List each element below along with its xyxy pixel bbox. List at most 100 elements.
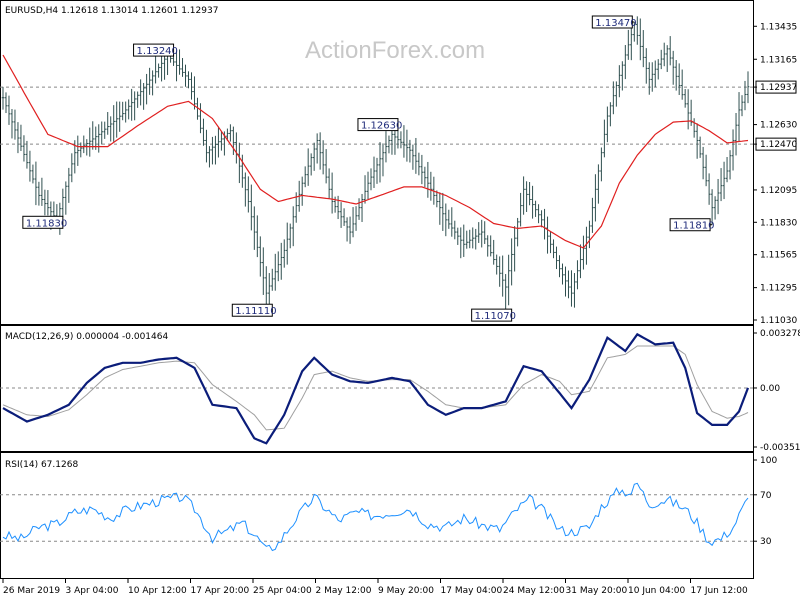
- price-bar: [85, 139, 89, 156]
- rsi-tick-label: 100: [760, 456, 777, 466]
- price-bar: [549, 231, 552, 254]
- price-bar: [103, 121, 107, 139]
- x-tick-label: 25 Apr 04:00: [253, 586, 312, 596]
- price-bar: [486, 235, 489, 257]
- x-tick-label: 26 Mar 2019: [3, 586, 60, 596]
- price-bar: [25, 140, 29, 169]
- price-bar: [157, 63, 160, 78]
- price-series-layer: 1.13240 1.11830 1.11110 1.12630 1.11070 1.134…: [0, 15, 753, 322]
- price-bar: [573, 273, 576, 308]
- price-bar: [273, 253, 277, 291]
- price-bar: [130, 88, 133, 121]
- price-bar: [336, 195, 340, 220]
- price-bar: [37, 181, 41, 206]
- price-bar: [181, 58, 184, 77]
- price-bar: [214, 135, 217, 165]
- price-bar: [79, 142, 83, 158]
- x-tick-label: 17 Jun 12:00: [691, 586, 748, 596]
- price-bar: [345, 217, 349, 242]
- price-bar: [677, 63, 681, 95]
- price-bar: [238, 142, 241, 184]
- price-tick-label: 1.11030: [760, 316, 797, 326]
- price-bar: [624, 45, 627, 80]
- price-bar: [7, 95, 11, 125]
- callout-1.13470: 1.13470: [591, 15, 637, 29]
- rsi-pane: [0, 452, 754, 579]
- price-bar: [321, 140, 325, 175]
- price-bar: [692, 118, 696, 138]
- price-bar: [495, 254, 498, 275]
- price-tick-label: 1.12630: [760, 121, 797, 131]
- price-bar: [600, 147, 603, 182]
- price-bar: [115, 101, 118, 138]
- callout-box: [22, 215, 64, 229]
- callout-1.13240: 1.13240: [133, 43, 178, 57]
- price-bar: [570, 270, 573, 307]
- price-bar: [291, 206, 295, 247]
- price-bar: [480, 219, 484, 248]
- price-bar: [387, 135, 391, 154]
- price-bar: [151, 70, 154, 96]
- price-bar: [743, 80, 747, 111]
- price-bar: [97, 124, 101, 153]
- price-bar: [360, 193, 364, 222]
- callout-label: 1.11810: [673, 221, 714, 232]
- macd-tick-label: 0.003278: [760, 329, 800, 339]
- price-bar: [707, 173, 711, 205]
- price-bar: [531, 185, 534, 219]
- price-bar: [671, 50, 675, 85]
- price-bar: [372, 156, 376, 188]
- price-bar: [229, 124, 232, 142]
- price-bar: [1, 86, 5, 110]
- price-bar: [267, 273, 271, 309]
- price-bar: [235, 132, 238, 164]
- price-bar: [250, 184, 253, 231]
- callout-1.11830: 1.11830: [22, 215, 67, 229]
- macd-pane: [0, 325, 754, 452]
- price-bar: [133, 91, 136, 121]
- price-bar: [330, 172, 334, 214]
- price-bar: [731, 129, 735, 171]
- price-bar: [668, 36, 672, 66]
- price-bar: [504, 274, 507, 316]
- price-bar: [704, 154, 708, 187]
- price-bar: [585, 226, 588, 265]
- price-bar: [315, 133, 319, 164]
- price-bar: [438, 192, 442, 225]
- price-bar: [220, 131, 223, 151]
- price-bar: [256, 215, 259, 258]
- macd-series-layer: [0, 332, 753, 445]
- price-bar: [10, 109, 14, 139]
- price-bar: [396, 129, 400, 149]
- price-bar: [633, 22, 636, 42]
- price-bar: [417, 152, 421, 176]
- price-bar: [429, 171, 433, 201]
- price-bar: [435, 190, 439, 208]
- x-tick-label: 10 Jun 04:00: [628, 586, 685, 596]
- price-bar: [244, 172, 247, 207]
- price-bar: [369, 168, 373, 191]
- price-bar: [522, 176, 525, 215]
- price-bar: [411, 144, 415, 170]
- price-bar: [644, 48, 648, 84]
- price-bar: [519, 192, 522, 227]
- x-tick-label: 9 May 20:00: [378, 586, 434, 596]
- callout-box: [357, 118, 399, 132]
- price-bar: [399, 131, 403, 149]
- price-bar: [196, 97, 199, 120]
- price-bar: [34, 161, 38, 206]
- price-bar: [558, 255, 561, 278]
- callout-1.12630: 1.12630: [357, 118, 402, 132]
- price-bar: [579, 244, 582, 279]
- price-bar: [540, 210, 543, 228]
- callout-box: [471, 308, 513, 322]
- price-bar: [282, 239, 286, 268]
- price-bar: [489, 235, 492, 257]
- price-bar: [375, 157, 379, 184]
- price-bar: [262, 247, 265, 295]
- price-bar: [241, 154, 244, 188]
- price-bar: [70, 153, 74, 183]
- price-bar: [112, 105, 116, 142]
- price-bar: [270, 268, 274, 291]
- price-bar: [501, 255, 504, 297]
